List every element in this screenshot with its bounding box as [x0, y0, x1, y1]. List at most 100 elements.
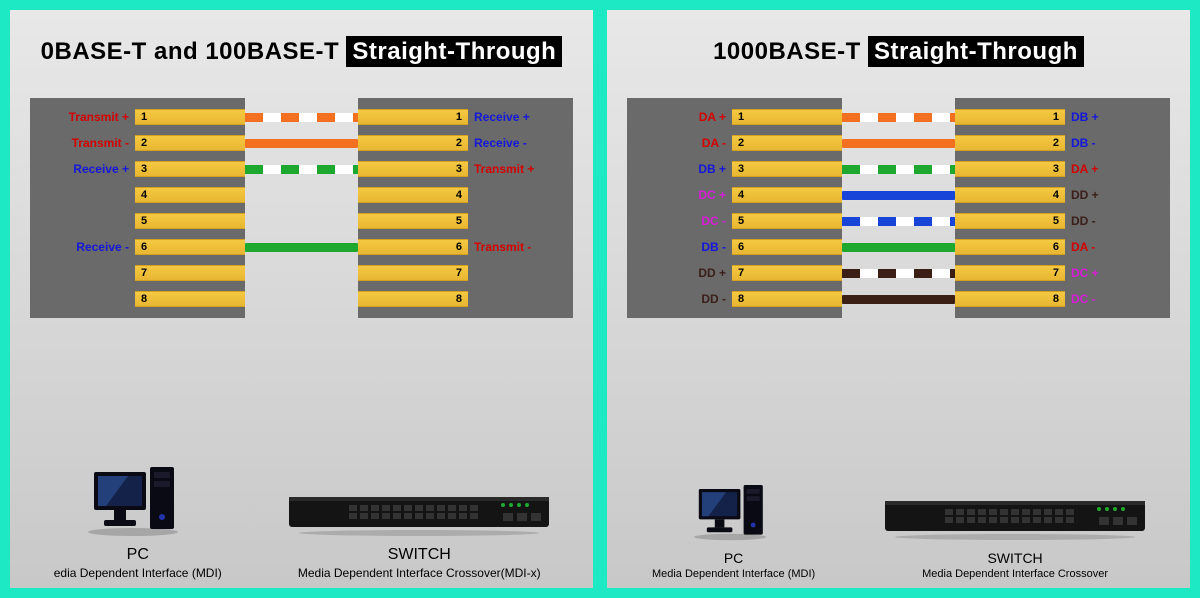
pin: 2 [732, 135, 842, 151]
pin-number: 3 [738, 163, 744, 175]
pin: 8 [955, 291, 1065, 307]
pin-row: DD +4 [955, 182, 1170, 208]
pin-number: 6 [738, 241, 744, 253]
pin-number: 1 [141, 111, 147, 123]
pin-row: 4 [358, 182, 573, 208]
pin-row: DB - 6 [627, 234, 842, 260]
signal-label: DB + [1065, 110, 1170, 124]
wire-diagram: DA +1DA -2DB +3DC +4DC -5DB -6DD +7DD -8… [627, 98, 1170, 328]
pin-number: 2 [141, 137, 147, 149]
diagram-root: 0BASE-T and 100BASE-T Straight-Through Tr… [0, 0, 1200, 598]
panel-title: 0BASE-T and 100BASE-T Straight-Through [10, 10, 593, 78]
cable-panel: 1000BASE-T Straight-ThroughDA +1DA -2DB … [607, 10, 1190, 588]
pin-row: Transmit -2 [30, 130, 245, 156]
pin: 5 [358, 213, 468, 229]
pin: 1 [955, 109, 1065, 125]
pin-row: Receive + 3 [30, 156, 245, 182]
pin-row: 8 [358, 286, 573, 312]
pin: 3 [955, 161, 1065, 177]
signal-label: Transmit - [468, 240, 573, 254]
signal-label: Receive + [30, 162, 135, 176]
pin: 4 [955, 187, 1065, 203]
pin: 7 [358, 265, 468, 281]
pin-row: 5 [358, 208, 573, 234]
pin-number: 6 [456, 241, 462, 253]
signal-label: DB - [1065, 136, 1170, 150]
switch-sublabel: Media Dependent Interface Crossover [885, 568, 1145, 580]
pin-row: 7 [358, 260, 573, 286]
pin-number: 4 [1053, 189, 1059, 201]
wire [842, 139, 955, 148]
pin-number: 1 [456, 111, 462, 123]
wire-diagram: Transmit +1Transmit -2Receive +345Receiv… [30, 98, 573, 328]
pin-row: DA -2 [627, 130, 842, 156]
connector-right: DB +1DB -2DA +3DD +4DD -5DA -6DC +7DC -8 [955, 98, 1170, 318]
pin: 1 [358, 109, 468, 125]
signal-label: DC - [1065, 292, 1170, 306]
switch-sublabel: Media Dependent Interface Crossover(MDI-… [289, 566, 549, 580]
pin-row: DB +1 [955, 104, 1170, 130]
pin-number: 2 [456, 137, 462, 149]
pin: 8 [135, 291, 245, 307]
pin: 2 [135, 135, 245, 151]
pc-label: PC [54, 546, 222, 564]
pin-row: DB - 2 [955, 130, 1170, 156]
pin-number: 2 [1053, 137, 1059, 149]
pin-row: 8 [30, 286, 245, 312]
pc-icon [88, 462, 188, 537]
pin-number: 8 [141, 293, 147, 305]
signal-label: DA + [627, 110, 732, 124]
pin: 2 [955, 135, 1065, 151]
pin-row: 5 [30, 208, 245, 234]
signal-label: Receive - [30, 240, 135, 254]
pin: 8 [358, 291, 468, 307]
signal-label: Transmit + [30, 110, 135, 124]
signal-label: DD + [627, 266, 732, 280]
connector-right: Receive +1Receive -2Transmit +345Transmi… [358, 98, 573, 318]
signal-label: DA - [1065, 240, 1170, 254]
pin-number: 3 [1053, 163, 1059, 175]
wire [842, 191, 955, 200]
pin: 1 [135, 109, 245, 125]
pin: 6 [955, 239, 1065, 255]
pin: 4 [135, 187, 245, 203]
pin: 1 [732, 109, 842, 125]
pin-number: 5 [141, 215, 147, 227]
switch-icon [289, 495, 549, 537]
pin-number: 6 [1053, 241, 1059, 253]
pin: 2 [358, 135, 468, 151]
pin: 4 [732, 187, 842, 203]
pin-number: 5 [456, 215, 462, 227]
switch-icon [885, 499, 1145, 541]
device-pc: PCMedia Dependent Interface (MDI) [652, 481, 815, 580]
pin-row: DC +7 [955, 260, 1170, 286]
wire [842, 217, 955, 226]
pin: 7 [135, 265, 245, 281]
pin-number: 3 [141, 163, 147, 175]
pin-number: 5 [1053, 215, 1059, 227]
device-pc: PCedia Dependent Interface (MDI) [54, 462, 222, 580]
signal-label: DC + [627, 188, 732, 202]
pin-row: DD -8 [627, 286, 842, 312]
pin: 3 [358, 161, 468, 177]
title-highlight: Straight-Through [346, 36, 562, 67]
pin-row: Receive -2 [358, 130, 573, 156]
pin-number: 5 [738, 215, 744, 227]
signal-label: Transmit + [468, 162, 573, 176]
pin: 6 [732, 239, 842, 255]
pin-number: 7 [1053, 267, 1059, 279]
device-switch: SWITCHMedia Dependent Interface Crossove… [289, 495, 549, 580]
pin-number: 8 [1053, 293, 1059, 305]
pin-number: 6 [141, 241, 147, 253]
pin-number: 3 [456, 163, 462, 175]
pin-number: 7 [738, 267, 744, 279]
devices-row: PCMedia Dependent Interface (MDI) SWITCH… [607, 481, 1190, 580]
pin-number: 4 [456, 189, 462, 201]
pin-row: DC -5 [627, 208, 842, 234]
pin: 4 [358, 187, 468, 203]
pin-number: 8 [738, 293, 744, 305]
pin: 5 [955, 213, 1065, 229]
signal-label: DB - [627, 240, 732, 254]
wire [842, 269, 955, 278]
pin-row: DC +4 [627, 182, 842, 208]
